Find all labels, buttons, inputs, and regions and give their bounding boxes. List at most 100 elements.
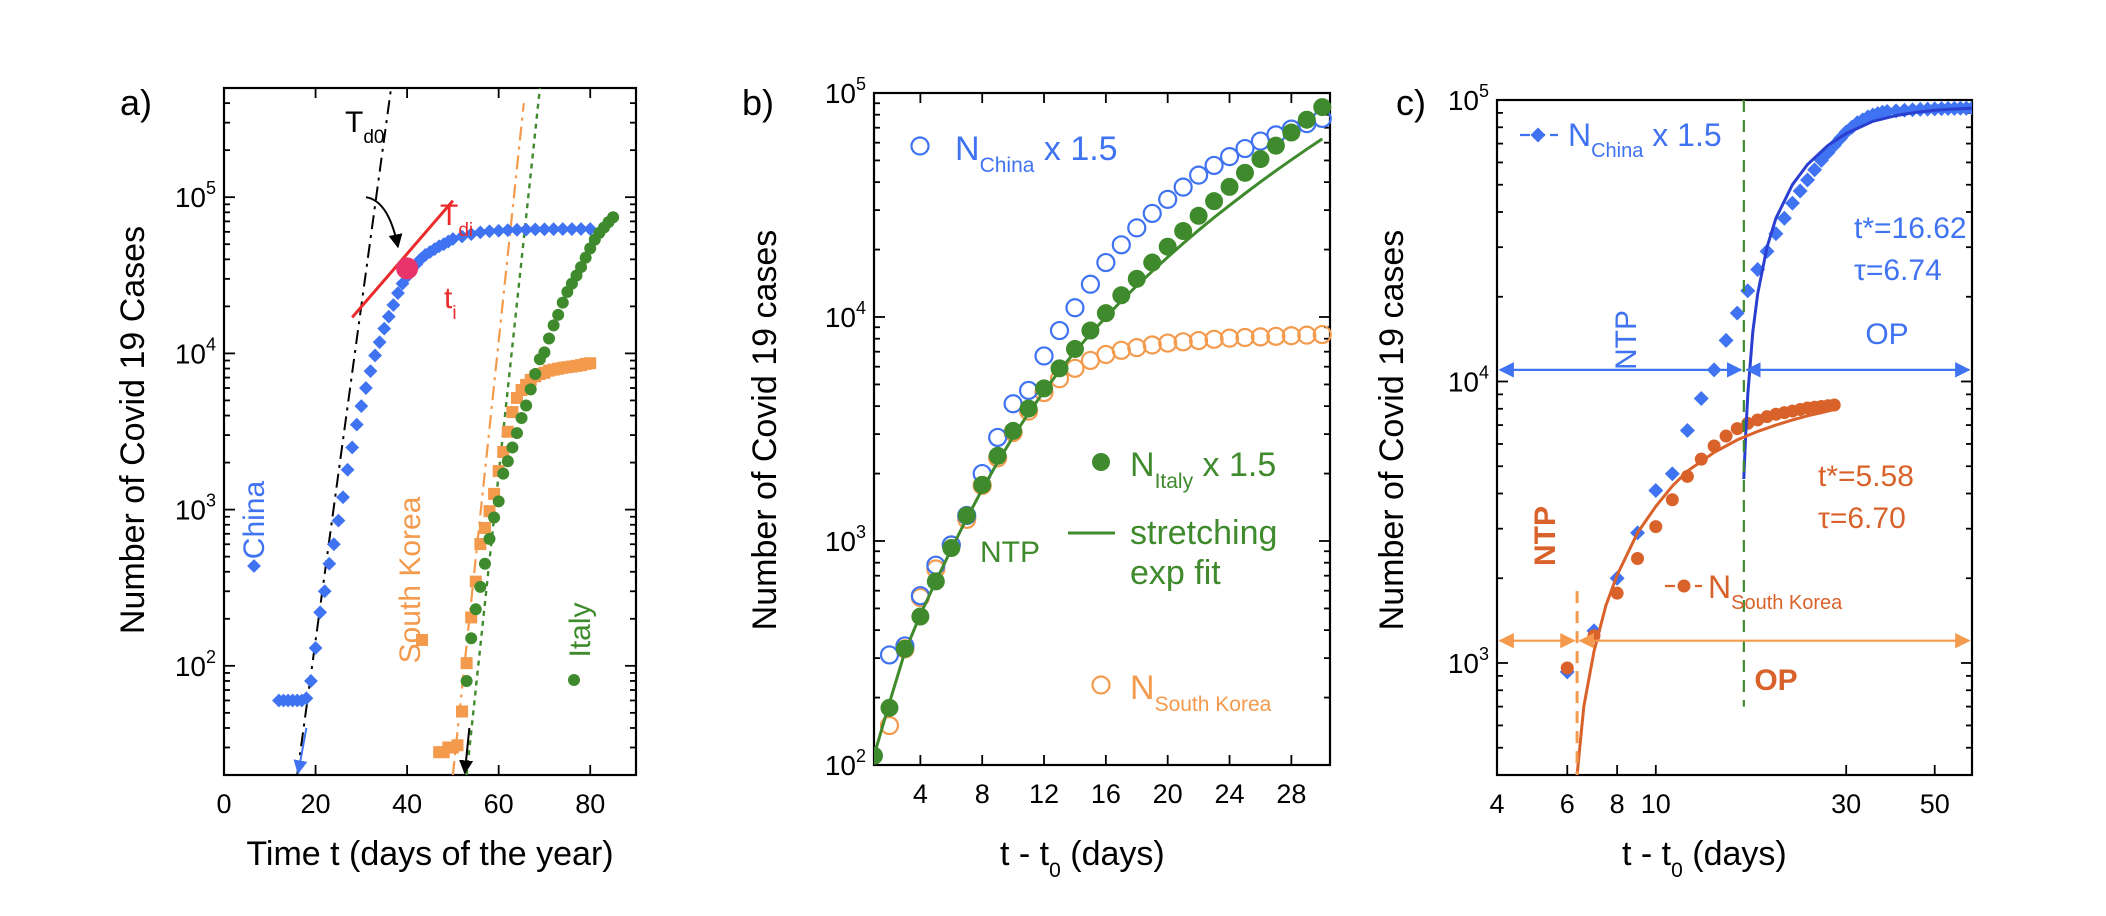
- data-point-italy: [1235, 163, 1254, 182]
- data-point-korea: [1250, 327, 1271, 347]
- panel-label-c: c): [1396, 82, 1426, 123]
- series-marker-china: [247, 559, 261, 573]
- data-point-china: [1080, 274, 1101, 294]
- x-tick-label: 28: [1276, 779, 1306, 809]
- data-point-china: [340, 462, 355, 477]
- data-point-china: [345, 440, 360, 455]
- data-point-italy: [1313, 98, 1332, 117]
- data-point-china: [377, 321, 392, 336]
- data-point-china: [326, 537, 341, 552]
- data-point-china: [1173, 177, 1193, 197]
- x-tick-label: 24: [1215, 779, 1245, 809]
- data-point-korea: [1281, 326, 1301, 346]
- y-tick-label: 103: [1448, 644, 1489, 679]
- data-point-china: [1879, 104, 1895, 120]
- data-point-china: [1729, 305, 1745, 321]
- data-point-korea_dark: [1610, 586, 1624, 600]
- legend-label-korea: NSouth Korea: [1130, 669, 1272, 716]
- data-point-china: [1111, 235, 1131, 255]
- data-point-italy: [501, 455, 514, 468]
- data-point-korea: [584, 357, 597, 370]
- data-point-korea_dark: [1719, 429, 1733, 443]
- label-korea-op: OP: [1754, 664, 1797, 697]
- data-point-korea: [460, 657, 473, 670]
- data-point-china: [491, 223, 506, 238]
- data-point-china: [1142, 203, 1162, 224]
- plot-frame: [222, 86, 638, 777]
- data-point-italy: [1174, 222, 1193, 241]
- curved-arrow: [365, 196, 403, 249]
- data-point-italy: [483, 532, 496, 545]
- data-point-italy: [1112, 286, 1131, 305]
- panel-b: 4 8 12 16 20 24 28 102 103 104 105 b) Number of Covi…: [742, 74, 1332, 882]
- data-point-china: [1792, 183, 1808, 199]
- data-point-italy: [520, 399, 533, 412]
- data-point-china: [423, 245, 437, 259]
- data-point-china: [500, 223, 515, 238]
- panel-a: 0 20 40 60 80 102 103 104 105 a) Number of Covid 1…: [114, 82, 638, 873]
- data-point-china: [1189, 165, 1209, 185]
- label-korea-tau: τ=6.70: [1818, 502, 1906, 535]
- y-tick-label: 105: [175, 178, 216, 213]
- data-point-korea_dark: [1631, 552, 1645, 566]
- data-point-china: [1718, 332, 1734, 348]
- y-tick-label: 105: [1448, 81, 1489, 116]
- data-point-china: [574, 222, 588, 236]
- y-tick-label: 104: [825, 298, 866, 333]
- data-point-italy: [460, 674, 473, 687]
- legend-marker-korea: [1091, 675, 1111, 695]
- data-point-korea_dark: [1827, 398, 1841, 412]
- data-point-italy: [524, 383, 537, 396]
- data-point-china: [1784, 195, 1800, 211]
- data-point-korea: [1065, 358, 1085, 378]
- data-point-korea_dark: [1560, 661, 1574, 675]
- data-point-china: [473, 225, 488, 240]
- plot-area-b: [874, 98, 1332, 765]
- x-tick-label: 30: [1831, 789, 1861, 819]
- x-tick-label: 20: [301, 789, 331, 819]
- x-tick-label: 60: [484, 789, 514, 819]
- data-point-china: [464, 227, 479, 242]
- data-point-china: [510, 222, 524, 237]
- data-point-korea: [497, 446, 510, 459]
- data-point-china: [368, 348, 382, 363]
- label-td0: Td0: [345, 106, 384, 148]
- panel-c: 4 6 8 10 30 50 103 104 105 c) Number of Covid 19 c…: [1373, 81, 1974, 882]
- data-point-korea: [879, 715, 900, 736]
- x-tick-label: 8: [1610, 789, 1625, 819]
- series-marker-korea: [416, 634, 428, 646]
- data-point-korea: [456, 705, 469, 718]
- y-tick-label: 104: [1448, 362, 1489, 397]
- data-point-italy: [478, 557, 491, 570]
- data-point-china: [363, 364, 378, 379]
- data-point-italy: [1189, 206, 1208, 225]
- data-point-china: [1034, 346, 1054, 366]
- fit-line-stretching: [874, 137, 1324, 757]
- plot-frame: [872, 91, 1332, 767]
- legend-label-italy: NItaly x 1.5: [1130, 446, 1276, 493]
- data-point-italy: [1282, 123, 1301, 142]
- data-point-china: [349, 417, 364, 432]
- data-point-china: [482, 224, 497, 239]
- data-point-china: [537, 222, 552, 237]
- data-point-china: [1800, 172, 1815, 188]
- data-point-china: [1065, 298, 1085, 318]
- data-point-italy: [529, 368, 542, 381]
- data-point-china: [455, 229, 469, 244]
- x-tick-label: 16: [1091, 779, 1121, 809]
- data-point-china: [546, 222, 561, 237]
- data-point-korea: [1235, 327, 1255, 348]
- data-point-italy: [575, 261, 588, 274]
- panel-label-b: b): [742, 82, 774, 123]
- data-point-italy: [492, 495, 505, 508]
- legend-label-korea: NSouth Korea: [1708, 569, 1843, 614]
- x-tick-label: 12: [1029, 779, 1059, 809]
- data-point-korea: [501, 425, 514, 438]
- label-ti: ti: [444, 282, 457, 324]
- arrow-italy-onset: [459, 727, 474, 775]
- x-tick-label: 10: [1641, 789, 1671, 819]
- legend-marker-korea: [1677, 579, 1691, 593]
- label-china-ntp: NTP: [1610, 310, 1643, 370]
- data-point-china: [1127, 218, 1147, 238]
